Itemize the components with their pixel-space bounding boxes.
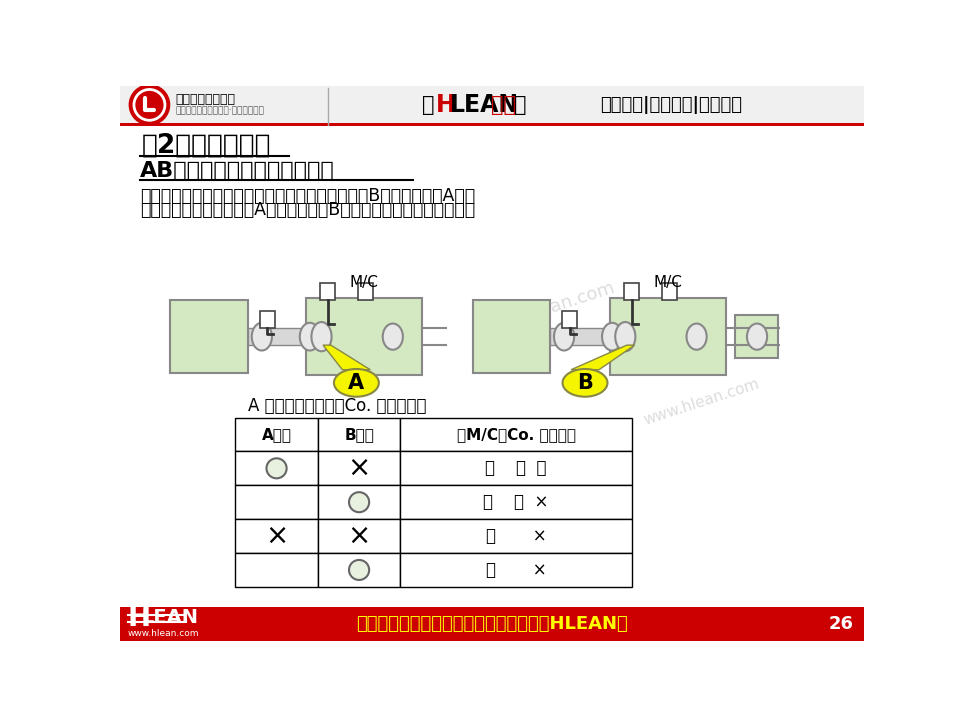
- Ellipse shape: [334, 369, 379, 397]
- Text: H: H: [436, 93, 456, 117]
- Bar: [550, 328, 612, 345]
- Text: A: A: [348, 373, 365, 393]
- Bar: [610, 298, 726, 375]
- Bar: [319, 485, 399, 519]
- Ellipse shape: [252, 323, 272, 351]
- Bar: [234, 451, 319, 485]
- Text: 中国先进精益管理体系·智能制造系统: 中国先进精益管理体系·智能制造系统: [176, 107, 265, 115]
- Circle shape: [349, 492, 370, 512]
- Text: 〃       ×: 〃 ×: [486, 561, 546, 579]
- Text: 做行业标杆，找精弘益；要幸福高效，用HLEAN！: 做行业标杆，找精弘益；要幸福高效，用HLEAN！: [356, 615, 628, 633]
- Bar: [319, 519, 399, 553]
- Text: B工件: B工件: [344, 427, 374, 442]
- Bar: [399, 451, 633, 485]
- Bar: [661, 283, 677, 300]
- Bar: [624, 283, 639, 300]
- Text: 为了使工序之间的标准手持数量保持在一定范围，B处有工件，若A处没: 为了使工序之间的标准手持数量保持在一定范围，B处有工件，若A处没: [140, 186, 475, 204]
- Text: 】: 】: [514, 95, 526, 115]
- Text: M/C: M/C: [349, 276, 378, 290]
- Text: 【: 【: [422, 95, 435, 115]
- Bar: [248, 328, 310, 345]
- Bar: [120, 607, 864, 641]
- Text: ×: ×: [348, 454, 371, 482]
- Text: （2）停止生产线: （2）停止生产线: [142, 132, 271, 158]
- Text: （M/C）Co. 运行条件: （M/C）Co. 运行条件: [457, 427, 576, 442]
- Bar: [399, 553, 633, 587]
- Text: www.hlean.com: www.hlean.com: [475, 279, 617, 341]
- Circle shape: [349, 560, 370, 580]
- Bar: [735, 315, 778, 359]
- Bar: [120, 123, 864, 127]
- Text: ×: ×: [348, 522, 371, 550]
- Bar: [319, 451, 399, 485]
- Bar: [234, 519, 319, 553]
- Polygon shape: [571, 345, 635, 370]
- Ellipse shape: [300, 323, 320, 351]
- Text: B: B: [577, 373, 593, 393]
- Text: LEAN: LEAN: [142, 608, 199, 627]
- Bar: [319, 418, 399, 451]
- Polygon shape: [324, 345, 371, 370]
- Text: A工件: A工件: [261, 427, 292, 442]
- Text: 学堂: 学堂: [492, 95, 516, 115]
- Text: www.hlean.com: www.hlean.com: [641, 377, 761, 428]
- Ellipse shape: [311, 322, 331, 351]
- Text: 停    止  ×: 停 止 ×: [483, 493, 549, 511]
- Bar: [358, 283, 373, 300]
- Bar: [399, 519, 633, 553]
- Text: ×: ×: [265, 522, 288, 550]
- Bar: [234, 553, 319, 587]
- Bar: [319, 553, 399, 587]
- Ellipse shape: [383, 323, 403, 350]
- Text: AB控制（满负荷控制）的例子: AB控制（满负荷控制）的例子: [140, 161, 335, 181]
- Bar: [120, 86, 864, 123]
- Bar: [259, 311, 275, 328]
- Text: 有工件，传送带不工作；A处有工件，若B处也有工件，传送带不工作。: 有工件，传送带不工作；A处有工件，若B处也有工件，传送带不工作。: [140, 201, 475, 219]
- Circle shape: [130, 85, 170, 125]
- Circle shape: [267, 459, 287, 478]
- Text: H: H: [128, 603, 151, 631]
- Bar: [306, 298, 422, 375]
- Text: 运    行  〇: 运 行 〇: [485, 459, 547, 477]
- Text: 〃       ×: 〃 ×: [486, 527, 546, 545]
- Ellipse shape: [686, 323, 707, 350]
- Text: 精益生产|智能制造|管理前沿: 精益生产|智能制造|管理前沿: [601, 96, 742, 114]
- Ellipse shape: [554, 323, 574, 351]
- Text: 精益生产促进中心: 精益生产促进中心: [176, 93, 236, 106]
- Bar: [234, 418, 319, 451]
- Bar: [234, 485, 319, 519]
- Bar: [399, 418, 633, 451]
- Bar: [320, 283, 335, 300]
- Ellipse shape: [615, 322, 636, 351]
- Bar: [170, 300, 248, 373]
- Ellipse shape: [747, 323, 767, 350]
- Text: LEAN: LEAN: [450, 93, 519, 117]
- Text: M/C: M/C: [654, 276, 683, 290]
- Text: A 部件的运输条件（Co. 运行条件）: A 部件的运输条件（Co. 运行条件）: [248, 397, 426, 415]
- Ellipse shape: [602, 323, 622, 351]
- Bar: [472, 300, 550, 373]
- Ellipse shape: [563, 369, 608, 397]
- Text: 26: 26: [828, 615, 853, 633]
- Bar: [562, 311, 577, 328]
- Bar: [399, 485, 633, 519]
- Text: www.hlean.com: www.hlean.com: [128, 629, 200, 638]
